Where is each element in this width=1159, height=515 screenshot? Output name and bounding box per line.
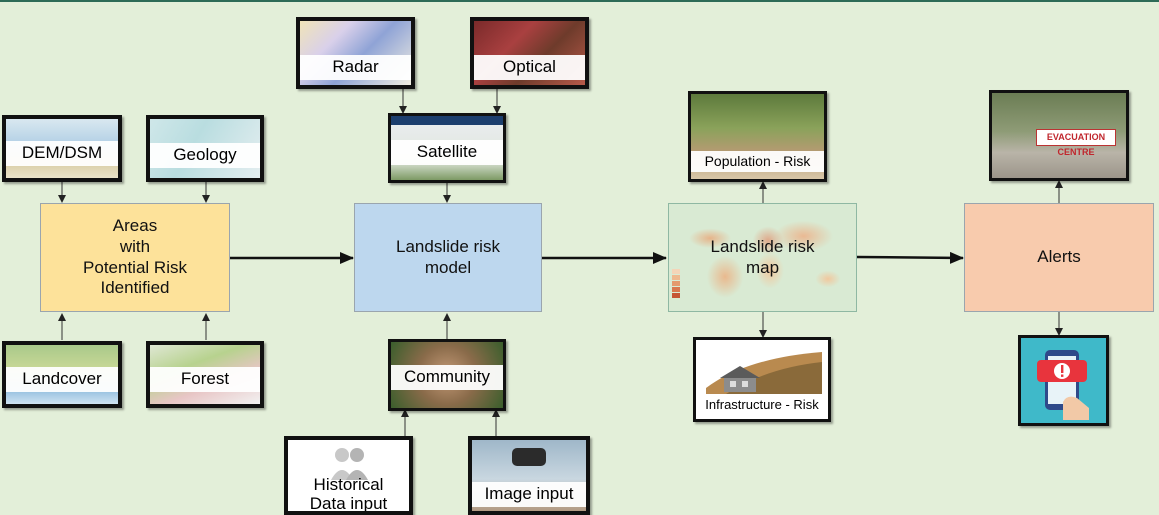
image-input-label: Image input [472, 482, 586, 507]
historical-data-input: Historical Data input [284, 436, 413, 515]
optical-input: Optical [470, 17, 589, 89]
top-divider [0, 0, 1159, 2]
optical-label: Optical [474, 55, 585, 80]
infrastructure-risk-label: Infrastructure - Risk [696, 395, 828, 416]
map-label: Landslide risk map [710, 236, 815, 277]
evacuation-sign: EVACUATION CENTRE [1036, 129, 1116, 157]
forest-input: Forest [146, 341, 264, 408]
radar-label: Radar [300, 55, 411, 80]
camera-icon [512, 448, 546, 466]
population-risk-output: Population - Risk [688, 91, 827, 182]
alerts-label: Alerts [1037, 247, 1081, 267]
landcover-input: Landcover [2, 341, 122, 408]
areas-label: Areas with Potential Risk Identified [83, 216, 187, 298]
geology-label: Geology [150, 143, 260, 168]
alerts-node: Alerts [964, 203, 1154, 312]
geology-input: Geology [146, 115, 264, 182]
community-label: Community [391, 365, 503, 390]
people-icon [330, 446, 370, 480]
satellite-input: Satellite [388, 113, 506, 183]
dem-dsm-label: DEM/DSM [6, 141, 118, 166]
satellite-label: Satellite [391, 140, 503, 165]
forest-label: Forest [150, 367, 260, 392]
historical-data-label: Historical Data input [309, 475, 388, 513]
population-risk-label: Population - Risk [691, 151, 824, 173]
radar-input: Radar [296, 17, 415, 89]
landcover-label: Landcover [6, 367, 118, 392]
phone-alert-output [1018, 335, 1109, 426]
infrastructure-risk-output: Infrastructure - Risk [693, 337, 831, 422]
image-input: Image input [468, 436, 590, 515]
evacuation-centre-output: EVACUATION CENTRE [989, 90, 1129, 181]
community-input: Community [388, 339, 506, 411]
map-legend [672, 266, 702, 308]
phone-alert-icon [1033, 346, 1095, 420]
house-icon [706, 348, 822, 394]
dem-dsm-input: DEM/DSM [2, 115, 122, 182]
areas-node: Areas with Potential Risk Identified [40, 203, 230, 312]
model-label: Landslide risk model [396, 236, 500, 277]
arrow-map-to-alerts [856, 251, 964, 264]
map-node: Landslide risk map [668, 203, 857, 312]
model-node: Landslide risk model [354, 203, 542, 312]
